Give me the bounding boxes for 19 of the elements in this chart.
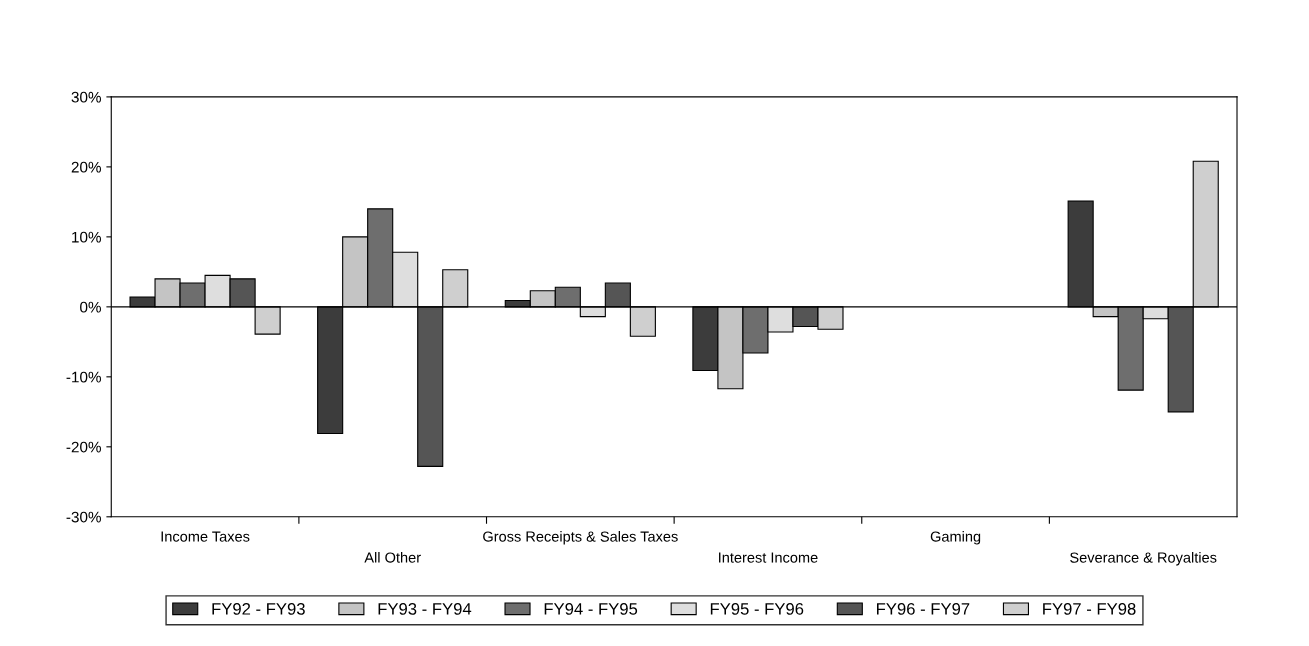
x-tick-label: Income Taxes: [161, 531, 250, 542]
x-tick-label: Interest Income: [719, 552, 818, 563]
x-tick-label: All Other: [364, 551, 421, 563]
legend-label: FY97 - FY98: [1043, 602, 1136, 615]
legend-label: FY93 - FY94: [378, 602, 472, 615]
legend-label: FY92 - FY93: [212, 602, 305, 615]
y-tick-label: -20%: [66, 441, 101, 453]
legend-label: FY96 - FY97: [877, 602, 970, 615]
x-tick-label: Gross Receipts & Sales Taxes: [483, 531, 678, 545]
x-tick-label: Gaming: [930, 531, 981, 545]
legend-label: FY95 - FY96: [710, 602, 804, 615]
y-tick-label: 10%: [72, 231, 101, 243]
y-tick-label: 0%: [80, 301, 101, 313]
legend-label: FY94 - FY95: [544, 602, 638, 615]
x-tick-label: Severance & Royalties: [1070, 551, 1217, 566]
y-tick-label: -10%: [66, 371, 101, 383]
y-tick-label: 20%: [71, 161, 101, 173]
y-tick-label: -30%: [66, 511, 101, 523]
y-tick-label: 30%: [71, 91, 101, 103]
